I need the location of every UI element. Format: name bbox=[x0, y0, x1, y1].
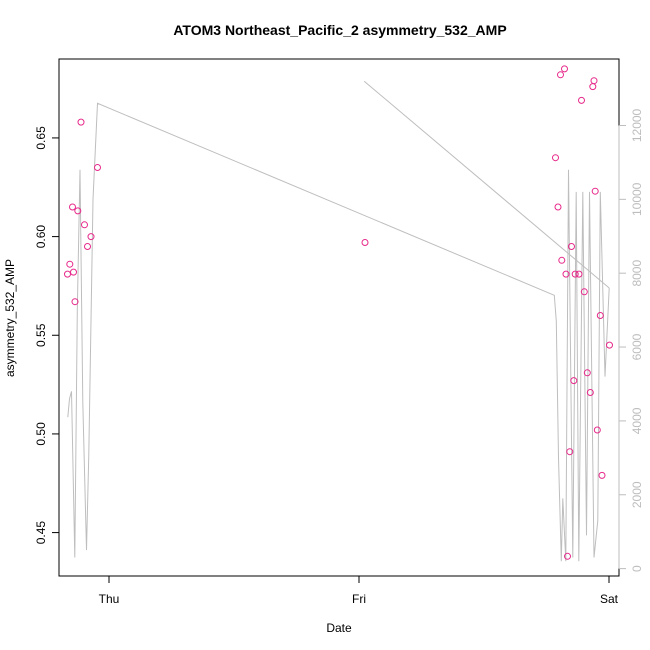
y2-tick-label-2: 4000 bbox=[630, 407, 644, 434]
y2-tick-label-5: 10000 bbox=[630, 182, 644, 216]
data-point-6 bbox=[77, 118, 85, 126]
data-point-0 bbox=[64, 270, 71, 278]
series-line-2 bbox=[363, 80, 610, 289]
data-point-23 bbox=[575, 270, 583, 278]
y-tick-label-1: 0.50 bbox=[34, 422, 48, 446]
data-point-31 bbox=[593, 426, 601, 434]
data-point-34 bbox=[606, 341, 613, 349]
x-axis: Thu Fri Sat bbox=[99, 575, 619, 606]
x-tick-label-0: Thu bbox=[99, 592, 120, 606]
data-point-29 bbox=[590, 77, 598, 85]
data-point-30 bbox=[591, 187, 599, 195]
x-tick-label-2: Sat bbox=[600, 592, 619, 606]
data-point-21 bbox=[570, 377, 578, 385]
chart-title: ATOM3 Northeast_Pacific_2 asymmetry_532_… bbox=[173, 22, 506, 38]
data-point-12 bbox=[552, 154, 559, 162]
line-series-layer bbox=[67, 80, 610, 562]
y-tick-label-3: 0.60 bbox=[34, 225, 48, 249]
y2-tick-label-1: 2000 bbox=[630, 481, 644, 508]
plot-frame bbox=[58, 58, 620, 577]
x-tick-label-1: Fri bbox=[352, 592, 366, 606]
series-line-1 bbox=[67, 102, 610, 562]
data-point-22 bbox=[571, 270, 579, 278]
data-point-3 bbox=[70, 268, 77, 276]
data-point-1 bbox=[66, 260, 74, 268]
data-point-11 bbox=[361, 239, 369, 246]
data-point-16 bbox=[561, 65, 568, 73]
y-tick-label-2: 0.55 bbox=[34, 323, 48, 347]
point-series-layer bbox=[64, 65, 613, 560]
data-point-14 bbox=[557, 71, 564, 79]
y2-tick-label-4: 8000 bbox=[630, 260, 644, 287]
data-point-27 bbox=[586, 389, 594, 396]
data-point-18 bbox=[564, 552, 571, 560]
y-axis-left: 0.45 0.50 0.55 0.60 0.65 bbox=[34, 126, 60, 545]
data-point-10 bbox=[94, 164, 101, 171]
data-point-32 bbox=[596, 312, 604, 319]
y2-tick-label-3: 6000 bbox=[630, 333, 644, 360]
data-point-5 bbox=[74, 207, 82, 215]
data-point-28 bbox=[589, 83, 597, 91]
data-point-9 bbox=[87, 233, 95, 241]
y-tick-label-4: 0.65 bbox=[34, 126, 48, 150]
data-point-2 bbox=[69, 203, 76, 211]
data-point-8 bbox=[84, 243, 91, 250]
data-point-24 bbox=[578, 96, 585, 104]
y-axis-right: 0 2000 4000 6000 8000 10000 12000 bbox=[618, 108, 644, 572]
y2-tick-label-6: 12000 bbox=[630, 108, 644, 142]
x-axis-label: Date bbox=[326, 621, 352, 635]
data-point-26 bbox=[583, 369, 591, 377]
y2-tick-label-0: 0 bbox=[630, 565, 644, 572]
data-point-19 bbox=[566, 448, 574, 456]
data-point-7 bbox=[81, 221, 88, 229]
data-point-13 bbox=[554, 203, 562, 211]
data-point-15 bbox=[558, 256, 566, 264]
data-point-17 bbox=[562, 270, 570, 278]
data-point-20 bbox=[568, 243, 575, 250]
data-point-33 bbox=[598, 471, 606, 479]
data-point-4 bbox=[71, 298, 79, 306]
data-point-25 bbox=[580, 288, 588, 296]
y-tick-label-0: 0.45 bbox=[34, 521, 48, 545]
y-axis-label: asymmetry_532_AMP bbox=[3, 259, 17, 377]
